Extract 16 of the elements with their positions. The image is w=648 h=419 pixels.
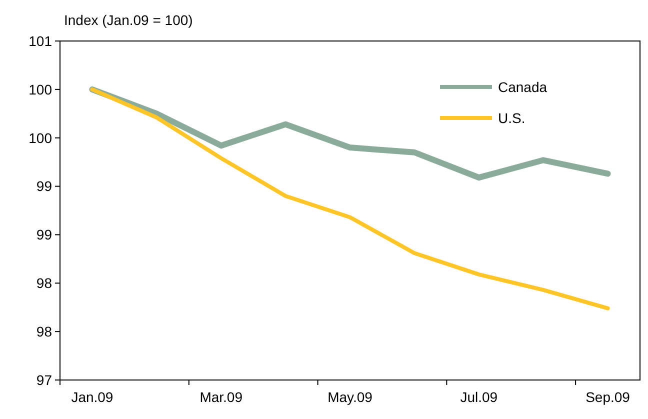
y-tick-label: 100	[28, 81, 52, 98]
y-tick-label: 98	[36, 323, 52, 340]
y-tick-label: 99	[36, 178, 52, 194]
y-tick-label: 101	[28, 32, 52, 49]
y-tick-label: 100	[28, 130, 52, 146]
x-tick-label: Mar.09	[200, 389, 243, 405]
y-tick-label: 97	[36, 372, 52, 388]
y-axis-title: Index (Jan.09 = 100)	[64, 12, 193, 28]
x-tick-label: May.09	[328, 389, 373, 405]
y-tick-label: 99	[36, 226, 52, 243]
y-tick-label: 98	[36, 275, 52, 292]
x-tick-label: Jan.09	[71, 389, 114, 405]
legend-label: U.S.	[498, 110, 526, 126]
x-tick-label: Jul.09	[460, 389, 498, 405]
x-tick-label: Sep.09	[586, 389, 630, 405]
legend-label: Canada	[498, 78, 548, 95]
